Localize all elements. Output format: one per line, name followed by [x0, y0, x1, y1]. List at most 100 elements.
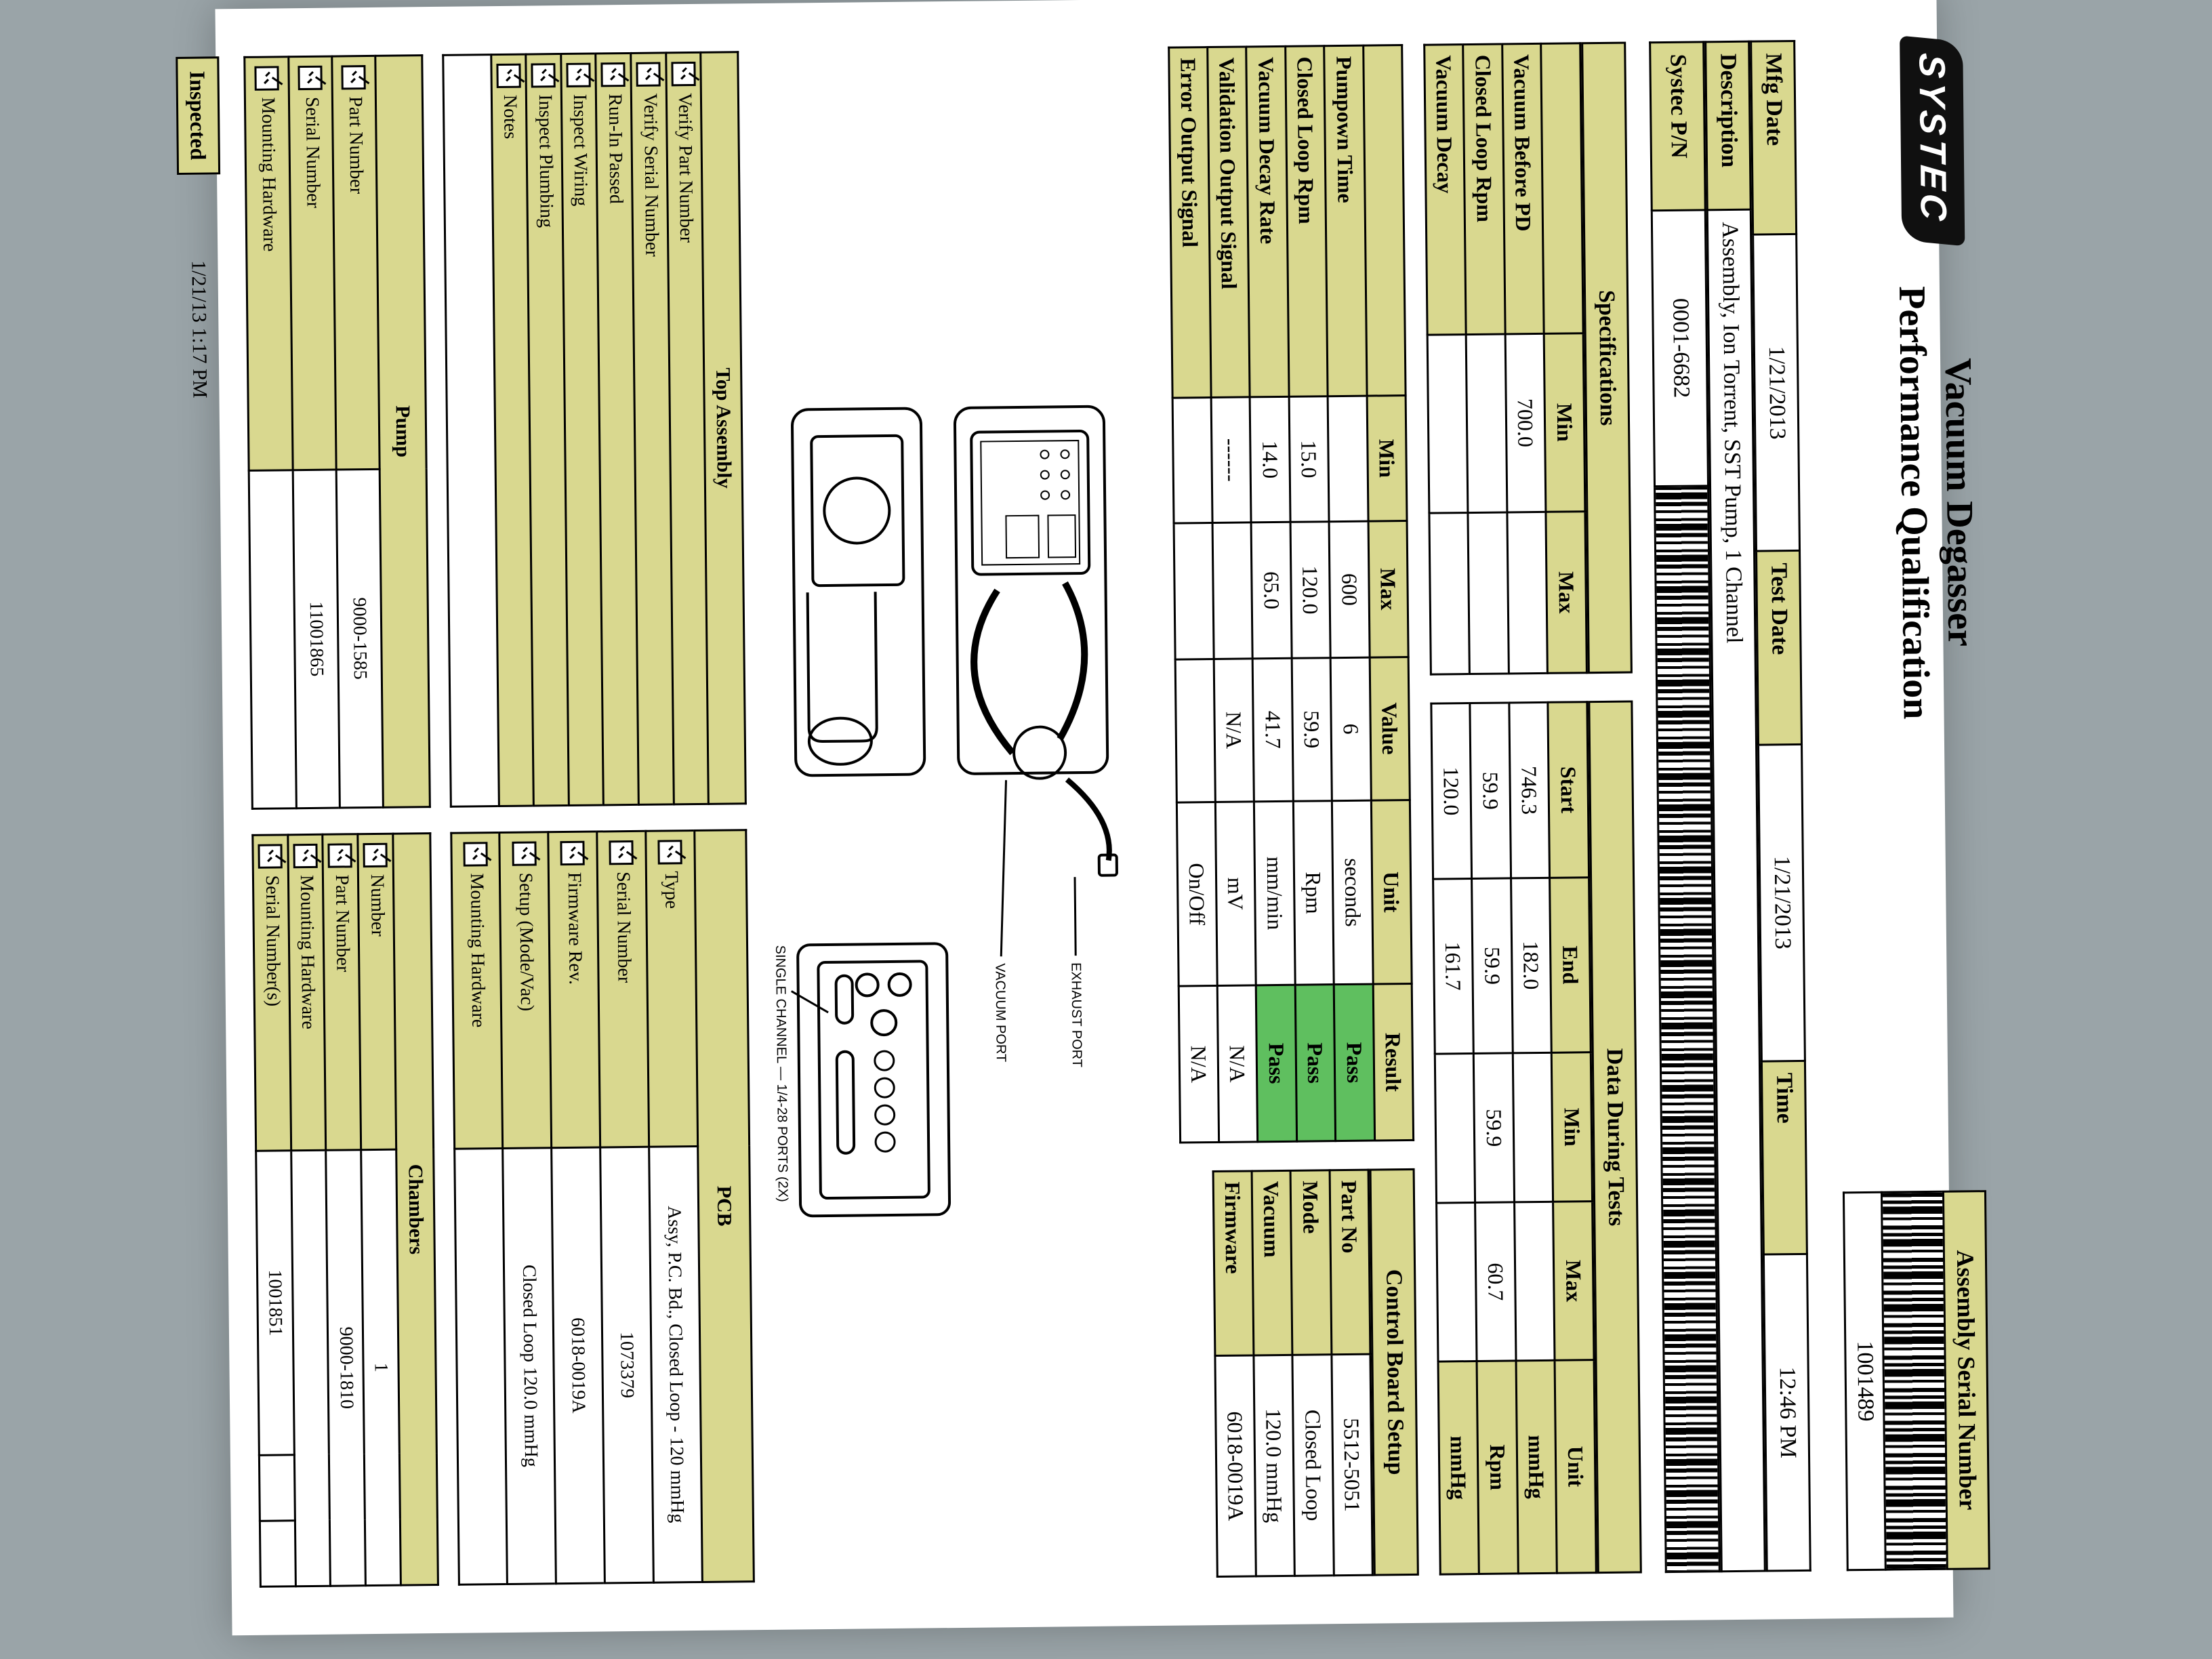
specs-row-label: Vacuum Before PD [1502, 43, 1544, 333]
top-assembly-table: Top Assembly Verify Part NumberVerify Se… [442, 51, 747, 808]
footer: Inspected 1/21/13 1:17 PM [176, 56, 235, 1589]
cb-label: Vacuum [1252, 1170, 1292, 1355]
device-diagram-svg: EXHAUST PORT VACUUM PORT SINGLE CHANNEL … [764, 304, 1154, 1325]
specs-row-label: Closed Loop Rpm [1463, 44, 1505, 334]
chambers-value: 1 [361, 1149, 401, 1586]
results-min [1172, 398, 1212, 524]
pump-label: Part Number [332, 56, 380, 470]
chambers-label: Number [358, 834, 396, 1149]
results-value [1175, 659, 1216, 802]
results-value: 41.7 [1253, 658, 1294, 801]
specs-col-max: Max [1546, 512, 1586, 674]
results-table: Min Max Value Unit Result Pumpown Time60… [1168, 44, 1414, 1143]
results-result: Pass [1256, 985, 1297, 1142]
specs-row-label: Vacuum Decay [1425, 45, 1467, 335]
ddt-unit: mmHg [1516, 1360, 1557, 1574]
pump-label: Serial Number [288, 56, 336, 470]
pcb-table: PCB TypeAssy, P.C. Bd., Closed Loop - 12… [450, 829, 755, 1586]
results-value: N/A [1214, 659, 1254, 802]
page-title: Vacuum Degasser Performance Qualificatio… [1889, 285, 1984, 720]
mfg-date-label: Mfg Date [1751, 41, 1797, 234]
results-unit: On/Off [1176, 802, 1217, 986]
ddt-col-unit: Unit [1555, 1360, 1596, 1574]
title-line1: Vacuum Degasser [1934, 285, 1984, 719]
diagram-label-single-channel: SINGLE CHANNEL — 1/4-28 PORTS (2X) [773, 945, 790, 1202]
ddt-start: 746.3 [1509, 703, 1550, 878]
assembly-serial-value: 1001489 [1843, 1191, 1885, 1572]
chambers-label: Part Number [323, 834, 361, 1150]
checkbox-icon [254, 66, 279, 90]
pcb-value: Assy, P.C. Bd., Closed Loop - 120 mmHg [649, 1146, 702, 1582]
pcb-label: Mounting Hardware [451, 833, 503, 1149]
rotation-wrap: SYSTEC Vacuum Degasser Performance Quali… [176, 38, 1993, 1589]
checkbox-icon [566, 63, 590, 87]
top-assembly-notes-value [443, 55, 499, 807]
ddt-col-end: End [1550, 877, 1591, 1052]
checklist-grid: Top Assembly Verify Part NumberVerify Se… [244, 51, 755, 1588]
pump-value [249, 470, 295, 809]
ddt-end: 182.0 [1511, 878, 1551, 1053]
top-assembly-title: Top Assembly [701, 52, 746, 804]
specs-table: Min Max Vacuum Before PD700.0Closed Loop… [1423, 42, 1587, 676]
pcb-value: 1073379 [600, 1147, 654, 1583]
results-unit: seconds [1332, 800, 1373, 985]
ddt-col-max: Max [1553, 1202, 1594, 1360]
description-label: Description [1706, 41, 1750, 210]
chambers-extra-cell [260, 1455, 295, 1521]
checkbox-icon [609, 840, 634, 865]
checkbox-icon [328, 843, 352, 867]
chambers-title: Chambers [392, 834, 438, 1586]
checkbox-icon [531, 63, 556, 87]
cb-value: 5512-5051 [1332, 1354, 1373, 1575]
pn-barcode [1656, 487, 1719, 1571]
pn-value: 0001-6682 [1652, 210, 1708, 486]
specs-max [1429, 513, 1470, 675]
footer-timestamp: 1/21/13 1:17 PM [186, 260, 212, 398]
page-header: SYSTEC Vacuum Degasser Performance Quali… [1821, 38, 1993, 1571]
specs-blank-header [1541, 43, 1583, 333]
time-label: Time [1762, 1061, 1807, 1254]
chambers-label: Serial Number(s) [253, 835, 291, 1151]
checkbox-icon [657, 840, 682, 864]
pcb-label: Firmware Rev. [548, 832, 600, 1147]
test-date-label: Test Date [1757, 551, 1802, 745]
checkbox-icon [671, 62, 695, 86]
specs-max [1468, 512, 1509, 674]
pcb-label: Serial Number [597, 831, 649, 1147]
control-board-table: Part No5512-5051ModeClosed LoopVacuum120… [1212, 1168, 1374, 1578]
pcb-label: Type [646, 831, 698, 1147]
device-diagram: EXHAUST PORT VACUUM PORT SINGLE CHANNEL … [755, 47, 1156, 1582]
results-row-label: Error Output Signal [1168, 47, 1211, 398]
results-result: Pass [1334, 985, 1374, 1141]
pump-title: Pump [375, 56, 430, 808]
ddt-col-start: Start [1548, 702, 1589, 878]
diagram-label-exhaust: EXHAUST PORT [1068, 962, 1084, 1067]
results-result: N/A [1217, 985, 1258, 1142]
cb-value: 120.0 mmHg [1254, 1355, 1295, 1576]
time-value: 12:46 PM [1764, 1254, 1811, 1571]
cb-value: Closed Loop [1292, 1355, 1334, 1576]
results-min: ------ [1211, 397, 1251, 523]
ddt-min: 59.9 [1474, 1053, 1515, 1203]
pn-barcode-cell [1655, 485, 1720, 1572]
specs-row: Specifications Min Max Vacuum Before PD7… [1423, 42, 1642, 1576]
cb-label: Firmware [1213, 1171, 1254, 1356]
specs-min: 700.0 [1505, 333, 1546, 512]
results-blank-header [1363, 45, 1406, 396]
pump-label: Mounting Hardware [245, 57, 293, 471]
pcb-value [454, 1148, 508, 1584]
systec-logo: SYSTEC [1900, 35, 1965, 246]
ddt-start: 59.9 [1470, 703, 1511, 878]
assembly-serial-label: Assembly Serial Number [1942, 1190, 1990, 1570]
results-row-label: Vacuum Decay Rate [1246, 46, 1289, 397]
specs-title: Specifications [1581, 42, 1633, 674]
results-min [1328, 396, 1368, 522]
ddt-unit: mmHg [1438, 1361, 1479, 1574]
results-row: Min Max Value Unit Result Pumpown Time60… [1168, 44, 1419, 1578]
results-result: N/A [1179, 986, 1219, 1143]
chambers-table: Chambers Number1Part Number9000-1810Moun… [252, 832, 439, 1588]
results-max: 600 [1329, 521, 1369, 657]
checkbox-icon [363, 843, 387, 867]
pcb-title: PCB [694, 830, 754, 1582]
paper-sheet: SYSTEC Vacuum Degasser Performance Quali… [216, 0, 1954, 1635]
